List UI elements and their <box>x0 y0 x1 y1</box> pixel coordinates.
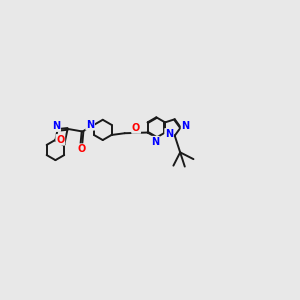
Text: O: O <box>77 144 85 154</box>
Text: N: N <box>151 136 159 147</box>
Text: N: N <box>165 129 173 139</box>
Text: O: O <box>132 123 140 133</box>
Text: O: O <box>56 135 64 145</box>
Text: N: N <box>86 120 94 130</box>
Text: N: N <box>52 121 60 131</box>
Text: N: N <box>182 122 190 131</box>
